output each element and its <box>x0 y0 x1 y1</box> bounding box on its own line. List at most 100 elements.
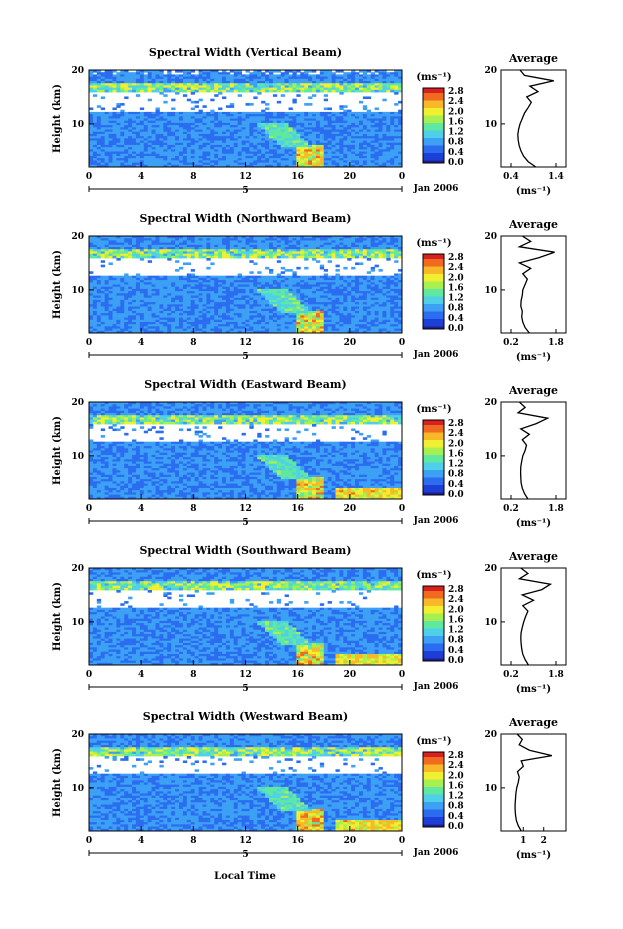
heatmap-cell <box>312 286 317 290</box>
heatmap-cell <box>202 70 207 73</box>
heatmap-cell <box>296 288 301 292</box>
heatmap-cell <box>159 131 164 135</box>
heatmap-cell <box>163 89 168 93</box>
heatmap-cell <box>214 72 219 75</box>
heatmap-cell <box>358 120 364 124</box>
heatmap-cell <box>362 255 368 259</box>
heatmap-cell <box>116 293 121 296</box>
heatmap-cell <box>241 295 246 299</box>
heatmap-cell <box>116 116 121 119</box>
heatmap-cell <box>155 164 160 168</box>
heatmap-cell <box>186 111 192 115</box>
heatmap-cell <box>253 142 258 146</box>
heatmap-cell <box>257 155 262 159</box>
heatmap-cell <box>257 76 262 80</box>
heatmap-cell <box>120 129 125 133</box>
heatmap-cell <box>233 127 239 130</box>
heatmap-cell <box>151 133 156 137</box>
heatmap-cell <box>257 291 262 294</box>
heatmap-cell <box>284 295 289 299</box>
heatmap-cell <box>128 288 133 292</box>
heatmap-cell <box>151 286 156 290</box>
heatmap-cell <box>100 295 106 299</box>
heatmap-cell <box>163 85 168 89</box>
heatmap-cell <box>202 114 207 117</box>
heatmap-cell <box>143 144 149 148</box>
heatmap-cell <box>355 140 360 144</box>
heatmap-cell <box>378 70 383 73</box>
heatmap-cell <box>218 136 223 139</box>
heatmap-cell <box>104 251 109 255</box>
heatmap-cell <box>394 133 399 137</box>
heatmap-cell <box>386 247 391 250</box>
heatmap-cell <box>355 158 360 161</box>
heatmap-cell <box>315 277 321 281</box>
heatmap-cell <box>206 266 211 270</box>
heatmap-cell <box>163 129 168 133</box>
heatmap-cell <box>335 149 340 152</box>
heatmap-cell <box>398 277 403 281</box>
heatmap-cell <box>222 164 227 168</box>
heatmap-cell <box>296 244 301 248</box>
heatmap-cell <box>132 299 137 303</box>
heatmap-cell <box>351 118 356 122</box>
heatmap-cell <box>139 160 145 163</box>
heatmap-cell <box>339 129 344 133</box>
heatmap-cell <box>147 120 152 124</box>
heatmap-cell <box>108 140 113 144</box>
heatmap-cell <box>394 277 399 281</box>
heatmap-cell <box>300 149 305 152</box>
heatmap-cell <box>253 133 258 137</box>
heatmap-cells <box>89 70 403 168</box>
heatmap-cell <box>370 158 376 161</box>
heatmap-cell <box>253 81 258 84</box>
heatmap-cell <box>268 149 274 152</box>
heatmap-cell <box>370 236 376 239</box>
heatmap-cell <box>186 131 192 135</box>
heatmap-cell <box>280 271 286 274</box>
heatmap-cell <box>89 253 94 257</box>
heatmap-cell <box>89 153 94 157</box>
heatmap-cell <box>104 87 109 91</box>
heatmap-cell <box>272 238 278 241</box>
heatmap-cell <box>143 253 149 257</box>
heatmap-cell <box>276 155 282 159</box>
heatmap-cell <box>280 236 286 239</box>
heatmap-cell <box>108 89 113 93</box>
heatmap-cell <box>323 131 329 135</box>
heatmap-cell <box>358 280 364 283</box>
heatmap-cell <box>265 288 270 292</box>
heatmap-cell <box>139 153 145 157</box>
heatmap-cell <box>135 240 141 244</box>
heatmap-cell <box>175 299 180 303</box>
heatmap-cell <box>304 284 309 288</box>
heatmap-cell <box>155 131 160 135</box>
heatmap-cell <box>190 114 196 117</box>
heatmap-cell <box>315 85 321 89</box>
heatmap-cell <box>163 295 168 299</box>
heatmap-cell <box>237 275 242 279</box>
heatmap-cell <box>366 127 372 130</box>
heatmap-cell <box>374 129 379 133</box>
heatmap-cell <box>355 142 360 146</box>
heatmap-cell <box>284 251 289 255</box>
heatmap-cell <box>112 144 117 148</box>
heatmap-cell <box>198 242 203 246</box>
heatmap-cell <box>116 72 121 75</box>
heatmap-cell <box>245 103 250 106</box>
heatmap-cell <box>194 100 199 104</box>
heatmap-cell <box>339 288 344 292</box>
heatmap-cell <box>308 116 313 119</box>
heatmap-cell <box>116 133 121 137</box>
heatmap-cell <box>276 255 282 259</box>
heatmap-cell <box>214 284 219 288</box>
heatmap-cell <box>370 255 376 259</box>
heatmap-cell <box>347 85 352 89</box>
heatmap-cell <box>292 147 297 150</box>
heatmap-cell <box>319 244 325 248</box>
heatmap-cell <box>171 282 176 285</box>
heatmap-cell <box>175 247 180 250</box>
heatmap-cell <box>331 122 336 126</box>
heatmap-cell <box>390 89 395 93</box>
heatmap-cell <box>386 140 391 144</box>
